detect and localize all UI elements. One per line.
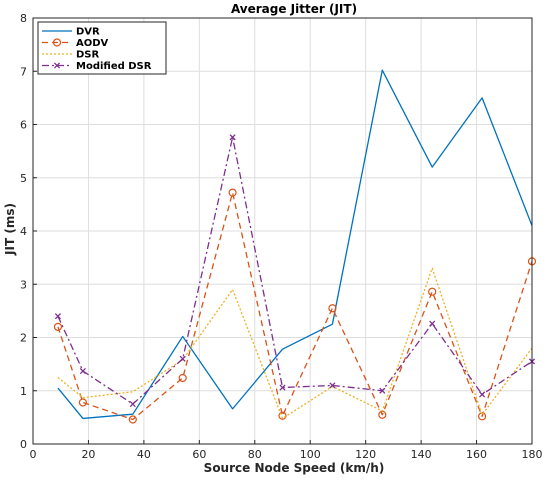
series-dvr [57, 69, 533, 420]
x-tick-label: 20 [81, 448, 95, 461]
data-point-aodv [128, 415, 137, 424]
y-tick-label: 8 [20, 12, 27, 25]
series-modified-dsr [54, 134, 536, 408]
data-point-modified-dsr [129, 401, 136, 408]
data-point-aodv [228, 188, 237, 197]
series-aodv [53, 188, 537, 424]
data-point-modified-dsr [379, 387, 386, 394]
data-point-modified-dsr [329, 382, 336, 389]
series-line-aodv [57, 192, 533, 421]
y-axis-title: JIT (ms) [3, 203, 17, 256]
x-axis-title: Source Node Speed (km/h) [204, 461, 385, 475]
x-tick-label: 80 [248, 448, 262, 461]
data-point-modified-dsr [229, 134, 236, 141]
legend-label-aodv: AODV [76, 38, 109, 49]
legend-marker-aodv [52, 38, 62, 47]
data-point-aodv [178, 373, 187, 383]
data-point-modified-dsr [429, 320, 436, 327]
series-layer [53, 69, 537, 424]
x-tick-label: 120 [355, 448, 376, 461]
y-tick-label: 2 [20, 332, 27, 345]
data-point-aodv [278, 411, 287, 420]
data-point-modified-dsr [479, 391, 486, 398]
x-tick-label: 100 [300, 448, 321, 461]
y-tick-label: 6 [20, 119, 27, 132]
data-point-modified-dsr [179, 355, 186, 362]
data-point-modified-dsr [79, 367, 86, 375]
legend-label-dvr: DVR [76, 27, 100, 38]
legend-label-modified-dsr: Modified DSR [76, 61, 152, 72]
data-point-aodv [428, 287, 437, 296]
y-tick-label: 3 [20, 278, 27, 291]
series-line-dvr [57, 69, 533, 420]
x-tick-label: 0 [30, 448, 37, 461]
data-point-modified-dsr [54, 313, 62, 320]
legend-label-dsr: DSR [76, 50, 100, 61]
y-tick-label: 7 [20, 65, 27, 78]
chart-title: Average Jitter (JIT) [231, 2, 357, 16]
x-tick-label: 140 [411, 448, 432, 461]
data-point-aodv [53, 322, 63, 331]
x-tick-label: 160 [466, 448, 487, 461]
data-point-aodv [328, 304, 337, 313]
x-tick-label: 40 [137, 448, 151, 461]
y-tick-label: 5 [20, 172, 27, 185]
series-line-modified-dsr [57, 136, 533, 405]
x-tick-label: 180 [522, 448, 543, 461]
data-point-modified-dsr [279, 384, 286, 391]
y-tick-label: 0 [20, 438, 27, 451]
x-tick-label: 60 [192, 448, 206, 461]
y-tick-label: 1 [20, 385, 27, 398]
tick-labels: 0 20 40 60 80 100 120 140 160 180 0 1 2 3 4 5 6 7 8 [20, 12, 543, 461]
y-tick-label: 4 [20, 225, 27, 238]
data-point-aodv [78, 398, 88, 407]
legend-marker-modified-dsr [53, 62, 61, 69]
grid [32, 17, 533, 445]
